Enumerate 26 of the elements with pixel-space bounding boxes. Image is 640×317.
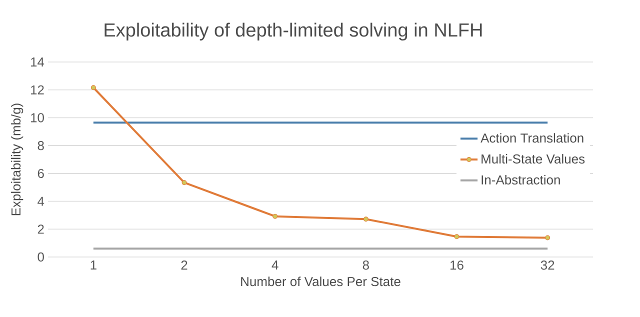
y-tick-label: 12 xyxy=(31,85,44,94)
point xyxy=(454,234,460,240)
x-tick-label: 2 xyxy=(181,260,188,270)
legend-label: Action Translation xyxy=(480,133,584,143)
x-tick-label: 8 xyxy=(362,260,369,270)
x-tick-label: 32 xyxy=(540,260,554,270)
point xyxy=(545,235,550,240)
y-tick-label: 0 xyxy=(38,252,44,262)
y-tick-label: 4 xyxy=(38,196,44,206)
y-tick-label: 8 xyxy=(38,140,44,150)
y-axis-title: Exploitability (mb/g) xyxy=(11,104,24,216)
point xyxy=(182,180,187,186)
point xyxy=(363,216,368,222)
chart-title: Exploitability of depth-limited solving in NLFH xyxy=(104,22,482,40)
point xyxy=(90,85,96,90)
x-tick-label: 16 xyxy=(450,260,464,270)
x-tick-label: 4 xyxy=(272,260,278,270)
legend-label: In-Abstraction xyxy=(482,174,560,185)
y-tick-label: 14 xyxy=(31,58,44,66)
point xyxy=(272,214,278,219)
legend-label: Multi-State Values xyxy=(482,154,585,164)
y-tick-label: 2 xyxy=(38,224,44,234)
x-tick-label: 1 xyxy=(90,260,96,270)
y-tick-label: 6 xyxy=(38,168,44,178)
x-axis-title: Number of Values Per State xyxy=(241,276,400,286)
y-tick-label: 10 xyxy=(31,113,44,122)
